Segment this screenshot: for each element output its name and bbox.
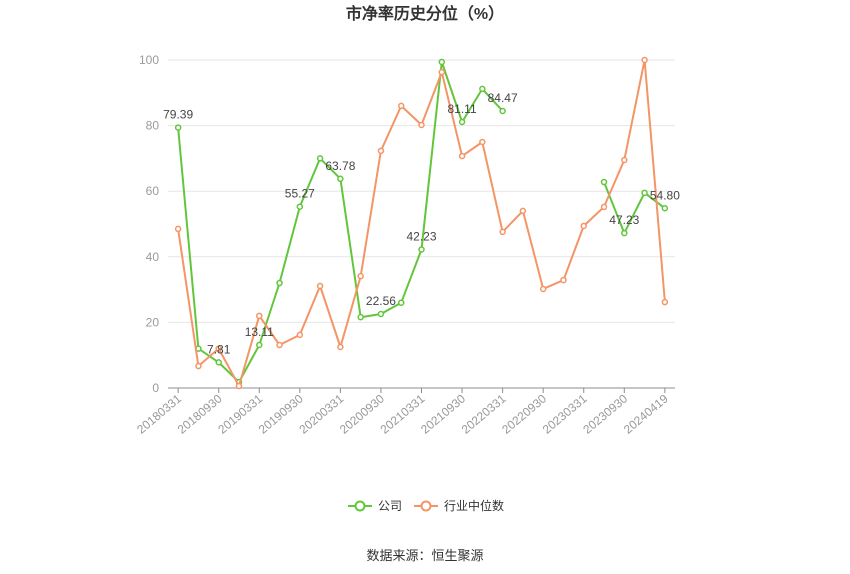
company-point xyxy=(377,310,385,318)
company-data-label: 63.78 xyxy=(325,159,355,173)
industry-median-point xyxy=(296,331,304,339)
company-point xyxy=(641,189,648,197)
industry-median-point xyxy=(621,156,628,164)
chart-title: 市净率历史分位（%） xyxy=(346,4,504,23)
y-tick-label: 0 xyxy=(152,381,159,395)
company-point xyxy=(256,341,263,349)
industry-median-point xyxy=(519,207,527,215)
company-data-label: 13.11 xyxy=(245,325,274,339)
company-point xyxy=(174,124,182,131)
y-axis: 0 20 40 60 80 100 xyxy=(139,53,159,395)
data-source-note: 数据来源：恒生聚源 xyxy=(366,548,483,563)
industry-median-point xyxy=(357,272,364,280)
industry-median-point xyxy=(641,56,648,64)
industry-median-point xyxy=(397,102,405,110)
industry-median-point xyxy=(661,298,669,306)
company-point xyxy=(418,246,425,253)
industry-median-point xyxy=(539,285,547,293)
industry-median-point xyxy=(458,152,466,160)
company-data-label: 55.27 xyxy=(285,187,315,201)
y-tick-label: 80 xyxy=(146,119,160,133)
industry-median-point xyxy=(600,203,608,211)
y-tick-label: 20 xyxy=(146,315,160,329)
company-data-label: 54.80 xyxy=(650,188,680,202)
legend: 公司 行业中位数 xyxy=(348,498,504,513)
y-tick-label: 40 xyxy=(146,250,160,264)
company-data-label: 47.23 xyxy=(609,213,639,227)
company-point xyxy=(296,203,304,210)
industry-median-legend-circle-icon xyxy=(420,500,432,512)
plot-series xyxy=(174,56,669,390)
y-tick-label: 60 xyxy=(146,184,160,198)
company-point xyxy=(276,279,283,287)
industry-median-point xyxy=(235,382,243,390)
company-point xyxy=(438,58,446,66)
industry-median-point xyxy=(215,345,222,352)
company-data-label: 7.81 xyxy=(207,342,231,356)
company-data-label: 79.39 xyxy=(163,108,193,122)
company-data-label: 84.47 xyxy=(488,91,518,105)
company-legend-circle-icon xyxy=(354,500,366,512)
company-point xyxy=(215,359,222,366)
data-labels: 79.39 7.81 13.11 55.27 63.78 22.56 42.23 81.11 8… xyxy=(163,91,680,356)
industry-median-point xyxy=(256,312,263,320)
industry-median-point xyxy=(580,222,587,230)
legend-label-industry-median: 行业中位数 xyxy=(444,498,504,513)
company-point xyxy=(499,107,506,115)
company-data-label: 22.56 xyxy=(366,294,396,308)
company-line xyxy=(603,181,666,235)
industry-median-point xyxy=(377,147,385,155)
legend-label-company: 公司 xyxy=(378,499,402,513)
company-data-label: 42.23 xyxy=(406,229,436,243)
legend-item-company[interactable]: 公司 xyxy=(348,499,402,513)
industry-median-point xyxy=(499,228,506,236)
y-tick-label: 100 xyxy=(139,53,159,67)
company-point xyxy=(397,299,405,306)
company-point xyxy=(661,205,669,212)
company-point xyxy=(337,175,344,183)
industry-median-point xyxy=(316,282,324,290)
industry-median-point xyxy=(560,276,567,284)
company-point xyxy=(621,229,628,237)
industry-median-point xyxy=(276,341,283,349)
industry-median-point xyxy=(195,362,202,370)
company-point xyxy=(458,118,466,126)
industry-median-point xyxy=(337,343,344,351)
industry-median-point xyxy=(479,138,486,146)
company-data-label: 81.11 xyxy=(447,102,476,116)
company-point xyxy=(357,313,364,321)
company-point xyxy=(600,178,608,186)
industry-median-point xyxy=(438,68,446,76)
industry-median-point xyxy=(418,121,425,129)
legend-item-industry-median[interactable]: 行业中位数 xyxy=(414,498,504,513)
y-grid xyxy=(168,59,675,323)
company-point xyxy=(316,155,324,162)
company-point xyxy=(479,85,486,93)
industry-median-point xyxy=(174,225,182,233)
